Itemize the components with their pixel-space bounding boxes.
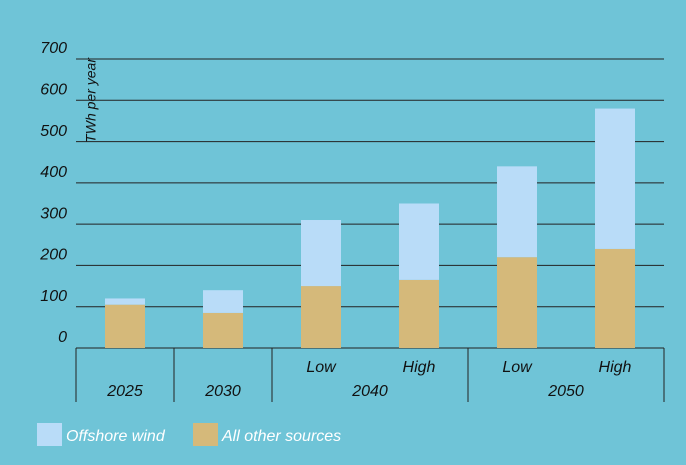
bar-segment xyxy=(105,298,145,305)
y-tick-label: 400 xyxy=(40,164,67,181)
y-tick-label: 500 xyxy=(40,123,67,140)
bar-segment xyxy=(105,304,145,348)
group-label: 2050 xyxy=(547,383,584,400)
y-tick-label: 0 xyxy=(58,329,67,346)
bar-segment xyxy=(203,312,243,348)
x-tick-label: Low xyxy=(502,359,533,376)
bar-segment xyxy=(301,220,341,287)
group-label: 2040 xyxy=(351,383,388,400)
y-tick-label: 700 xyxy=(40,40,67,57)
bar-segment xyxy=(497,166,537,258)
bar-segment xyxy=(301,286,341,348)
legend-label: All other sources xyxy=(221,428,341,445)
bar-segment xyxy=(497,257,537,348)
y-tick-label: 100 xyxy=(40,288,67,305)
x-tick-label: High xyxy=(599,359,632,376)
bar-segment xyxy=(399,279,439,348)
x-tick-label: High xyxy=(403,359,436,376)
bar-segment xyxy=(595,108,635,249)
x-tick-label: Low xyxy=(306,359,337,376)
y-axis-label: TWh per year xyxy=(83,57,99,143)
group-label: 2030 xyxy=(204,383,241,400)
legend-swatch xyxy=(193,423,218,446)
y-tick-label: 600 xyxy=(40,82,67,99)
group-label: 2025 xyxy=(106,383,143,400)
legend-swatch xyxy=(37,423,62,446)
bar-segment xyxy=(203,290,243,313)
y-tick-label: 200 xyxy=(39,247,67,264)
y-tick-label: 300 xyxy=(40,205,67,222)
legend-label: Offshore wind xyxy=(66,428,166,445)
bar-segment xyxy=(399,203,439,280)
bar-segment xyxy=(595,248,635,348)
